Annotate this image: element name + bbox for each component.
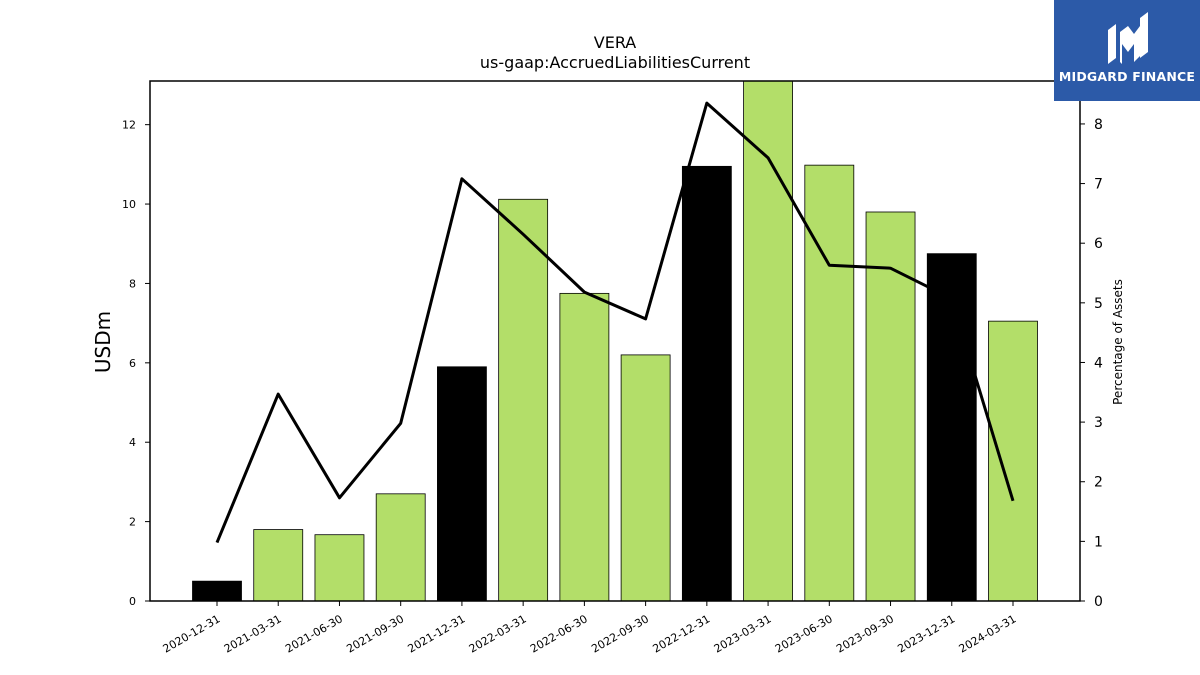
bar xyxy=(743,80,793,602)
y-tick-label: 12 xyxy=(122,119,136,132)
bar xyxy=(926,253,977,602)
bar xyxy=(437,366,487,602)
y-tick-label: 6 xyxy=(129,357,136,370)
bar xyxy=(192,580,242,602)
bar xyxy=(253,529,304,602)
y-tick-label: 8 xyxy=(129,277,136,290)
line-group xyxy=(215,101,1015,544)
midgard-finance-logo: MIDGARD FINANCE xyxy=(1054,0,1200,101)
bar xyxy=(681,165,732,602)
y-tick-label: 2 xyxy=(129,516,136,529)
y2-tick-label: 6 xyxy=(1094,236,1103,252)
x-tick-label: 2024-03-31 xyxy=(957,612,1019,655)
x-tick-label: 2022-12-31 xyxy=(650,612,712,655)
y2-tick-label: 1 xyxy=(1094,534,1103,550)
y2-tick-label: 4 xyxy=(1094,355,1103,371)
bar xyxy=(498,198,549,602)
bar xyxy=(314,534,365,602)
x-tick-label: 2020-12-31 xyxy=(161,612,223,655)
x-tick-label: 2022-09-30 xyxy=(589,612,651,655)
bar xyxy=(559,292,610,602)
y2-tick-label: 0 xyxy=(1094,594,1103,610)
y2-tick-label: 5 xyxy=(1094,296,1103,312)
y2-tick-label: 8 xyxy=(1094,117,1103,133)
x-tick-label: 2021-09-30 xyxy=(344,612,406,655)
x-tick-label: 2023-09-30 xyxy=(834,612,896,655)
x-tick-label: 2021-03-31 xyxy=(222,612,284,655)
plot-frame xyxy=(149,80,1081,602)
percentage-line xyxy=(215,101,1015,544)
x-tick-label: 2023-12-31 xyxy=(895,612,957,655)
y-tick-label: 0 xyxy=(129,595,136,608)
x-tick-label: 2023-03-31 xyxy=(712,612,774,655)
x-tick-label: 2022-03-31 xyxy=(467,612,529,655)
y2-tick-label: 3 xyxy=(1094,415,1103,431)
bar xyxy=(375,493,426,602)
y2-tick-label: 7 xyxy=(1094,177,1103,193)
bar xyxy=(804,164,855,602)
x-tick-label: 2021-06-30 xyxy=(283,612,345,655)
bars-group xyxy=(192,80,1038,602)
x-tick-label: 2023-06-30 xyxy=(773,612,835,655)
bar xyxy=(865,211,916,602)
x-tick-label: 2021-12-31 xyxy=(406,612,468,655)
y-tick-label: 4 xyxy=(129,436,136,449)
y-axis-label: USDm xyxy=(91,311,115,373)
y2-axis-label: Percentage of Assets xyxy=(1111,279,1125,405)
chart-subtitle: us-gaap:AccruedLiabilitiesCurrent xyxy=(480,53,750,72)
logo-mark-icon xyxy=(1108,12,1148,64)
x-tick-label: 2022-06-30 xyxy=(528,612,590,655)
chart-title: VERA xyxy=(594,33,637,52)
logo-text: MIDGARD FINANCE xyxy=(1058,69,1196,84)
bar xyxy=(620,354,671,602)
y-tick-label: 10 xyxy=(122,198,136,211)
bar xyxy=(988,320,1038,602)
y2-tick-label: 2 xyxy=(1094,475,1103,491)
